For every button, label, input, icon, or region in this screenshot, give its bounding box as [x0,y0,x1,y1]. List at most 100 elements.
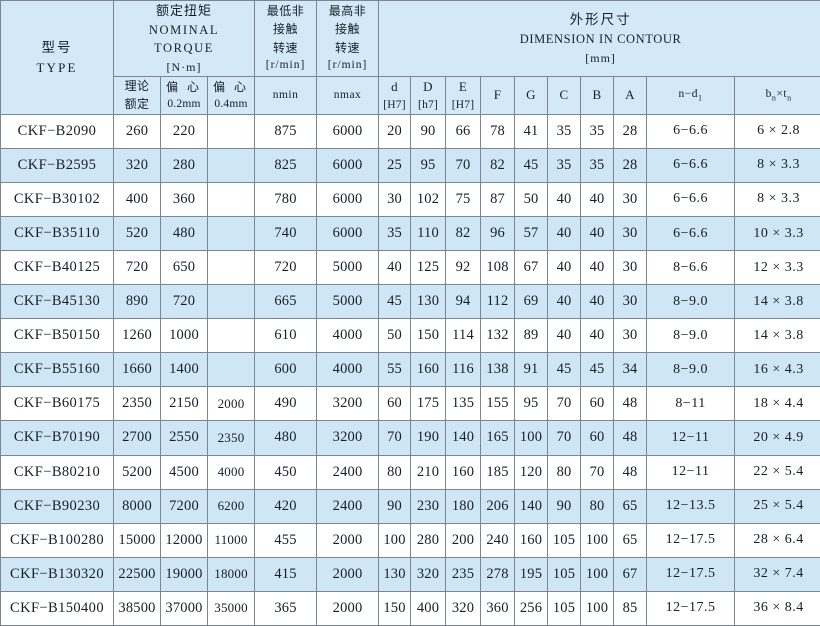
cell-A: 48 [613,420,648,456]
cell-A: 28 [613,113,648,149]
cell-ecc04 [206,318,256,354]
cell-nmin: 875 [254,113,318,149]
cell-ecc02: 650 [160,250,208,286]
cell-ecc04 [206,147,256,183]
cell-theoretical: 38500 [113,590,161,626]
cell-E: 160 [445,454,482,490]
cell-type: CKF−B30102 [0,181,114,217]
cell-E: 66 [445,113,482,149]
cell-nd1: 6−6.6 [646,147,736,183]
cell-E: 82 [445,215,482,252]
header-sub-C: C [547,76,582,115]
table-row: CKF−B80210 5200 4500 4000 450 2400 80 210 160 185… [0,454,820,490]
header-nmin-l3: 转速 [273,40,299,55]
cell-bt: 22 × 5.4 [734,454,820,490]
cell-ecc04 [206,181,256,217]
cell-ecc04 [206,250,256,286]
cell-G: 256 [514,590,549,626]
cell-ecc02: 360 [160,181,208,217]
cell-theoretical: 5200 [113,454,161,490]
cell-nmax: 6000 [316,215,380,252]
cell-nmax: 2000 [316,522,380,558]
cell-nmin: 365 [254,590,318,626]
header-type: 型号 TYPE [0,0,114,115]
cell-ecc04: 2000 [206,386,256,422]
header-bt-t-subscript: n [787,93,792,103]
cell-C: 40 [547,181,582,217]
header-ecc02-l2: 0.2mm [167,97,201,110]
cell-ecc02: 480 [160,215,208,252]
cell-F: 206 [480,488,516,524]
table-row: CKF−B30102 400 360 780 6000 30 102 75 87 50 40 40 30… [0,181,820,217]
header-nmax-l3: 转速 [335,40,361,55]
cell-d: 100 [378,522,412,558]
header-ecc04-l2: 0.4mm [214,97,248,110]
cell-D: 125 [410,250,447,286]
header-torque-cn: 额定扭矩 [156,3,213,18]
header-nd1-subscript: 1 [698,93,703,103]
cell-nd1: 12−11 [646,420,736,456]
cell-ecc04: 6200 [206,488,256,524]
cell-E: 140 [445,420,482,456]
cell-F: 82 [480,147,516,183]
cell-ecc02: 19000 [160,556,208,592]
cell-C: 90 [547,488,582,524]
cell-D: 175 [410,386,447,422]
header-sub-nd1: n−d1 [646,76,736,115]
cell-bt: 12 × 3.3 [734,250,820,286]
header-D-fit: [h7] [418,98,439,111]
cell-B: 40 [580,250,615,286]
cell-bt: 18 × 4.4 [734,386,820,422]
cell-ecc02: 720 [160,284,208,320]
cell-B: 100 [580,556,615,592]
cell-E: 75 [445,181,482,217]
header-sub-d: d [H7] [378,76,412,115]
header-theoretical-l2: 额定 [124,97,150,112]
table-row: CKF−B90230 8000 7200 6200 420 2400 90 230 180 206… [0,488,820,524]
header-E-fit: [H7] [451,98,475,111]
cell-nmax: 6000 [316,113,380,149]
cell-A: 34 [613,352,648,388]
cell-d: 55 [378,352,412,388]
cell-C: 40 [547,284,582,320]
cell-theoretical: 720 [113,250,161,286]
cell-G: 57 [514,215,549,252]
table-row: CKF−B55160 1660 1400 600 4000 55 160 116 138 91 45… [0,352,820,388]
cell-nmax: 6000 [316,181,380,217]
header-D-symbol: D [423,79,433,94]
cell-D: 150 [410,318,447,354]
cell-F: 240 [480,522,516,558]
cell-B: 70 [580,454,615,490]
cell-B: 40 [580,215,615,252]
cell-G: 140 [514,488,549,524]
cell-D: 90 [410,113,447,149]
cell-C: 35 [547,147,582,183]
cell-nmin: 450 [254,454,318,490]
cell-type: CKF−B80210 [0,454,114,490]
cell-ecc04 [206,284,256,320]
cell-A: 65 [613,488,648,524]
cell-d: 80 [378,454,412,490]
cell-nmin: 780 [254,181,318,217]
cell-ecc02: 1400 [160,352,208,388]
cell-ecc04 [206,113,256,149]
table-row: CKF−B130320 22500 19000 18000 415 2000 130 320 2… [0,556,820,592]
header-sub-ecc04: 偏 心 0.4mm [206,76,256,115]
cell-D: 95 [410,147,447,183]
cell-B: 60 [580,420,615,456]
cell-nmax: 4000 [316,352,380,388]
cell-bt: 10 × 3.3 [734,215,820,252]
cell-bt: 8 × 3.3 [734,147,820,183]
header-nmin-l2: 接触 [273,22,299,37]
cell-theoretical: 890 [113,284,161,320]
cell-nmax: 5000 [316,284,380,320]
cell-bt: 28 × 6.4 [734,522,820,558]
cell-type: CKF−B60175 [0,386,114,422]
cell-theoretical: 2350 [113,386,161,422]
cell-C: 70 [547,386,582,422]
cell-F: 87 [480,181,516,217]
cell-F: 112 [480,284,516,320]
cell-ecc02: 1000 [160,318,208,354]
cell-nmin: 480 [254,420,318,456]
cell-C: 40 [547,250,582,286]
